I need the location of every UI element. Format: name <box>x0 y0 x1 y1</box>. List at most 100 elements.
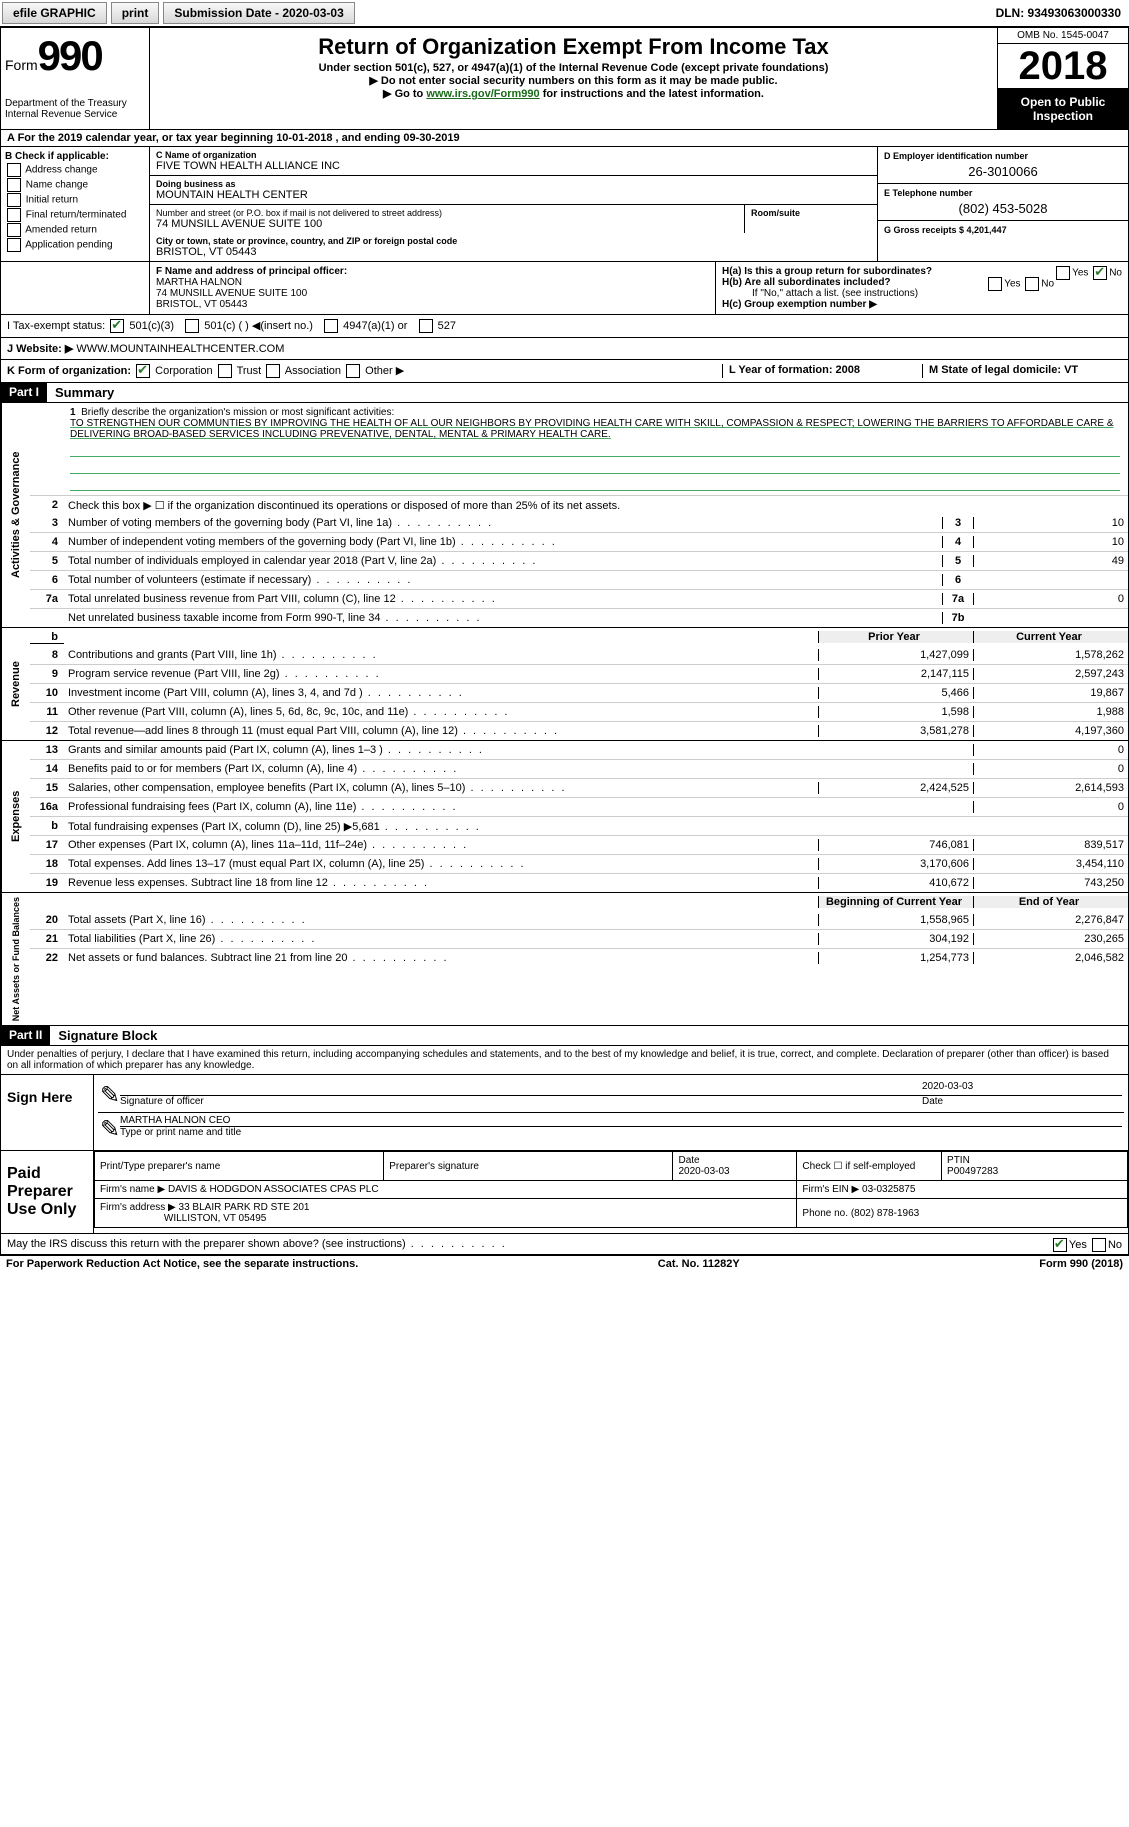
state-domicile: M State of legal domicile: VT <box>922 364 1122 378</box>
table-row: 18Total expenses. Add lines 13–17 (must … <box>30 854 1128 873</box>
pen-icon-2: ✎ <box>100 1115 120 1144</box>
row-klm: K Form of organization: Corporation Trus… <box>0 360 1129 383</box>
officer-name-title: MARTHA HALNON CEO <box>120 1115 1122 1127</box>
dba-value: MOUNTAIN HEALTH CENTER <box>156 189 871 201</box>
prep-sig-lbl: Preparer's signature <box>384 1152 673 1181</box>
paid-preparer-table: Print/Type preparer's name Preparer's si… <box>94 1151 1128 1228</box>
cb-amended[interactable]: Amended return <box>5 223 145 237</box>
may-irs-row: May the IRS discuss this return with the… <box>1 1233 1128 1254</box>
year-formation: L Year of formation: 2008 <box>722 364 922 378</box>
mission-text: TO STRENGTHEN OUR COMMUNTIES BY IMPROVIN… <box>70 418 1114 440</box>
ha-row: H(a) Is this a group return for subordin… <box>722 266 1122 277</box>
subtitle-3: ▶ Go to www.irs.gov/Form990 for instruct… <box>154 87 993 100</box>
table-row: 15Salaries, other compensation, employee… <box>30 778 1128 797</box>
table-row: 11Other revenue (Part VIII, column (A), … <box>30 702 1128 721</box>
table-row: 14Benefits paid to or for members (Part … <box>30 759 1128 778</box>
vtab-ag: Activities & Governance <box>1 403 30 627</box>
declaration-text: Under penalties of perjury, I declare th… <box>1 1046 1128 1074</box>
line1-label: Briefly describe the organization's miss… <box>81 407 394 418</box>
line2: Check this box ▶ ☐ if the organization d… <box>64 497 1128 514</box>
hdr-prior: Prior Year <box>818 631 973 643</box>
vtab-expenses: Expenses <box>1 741 30 892</box>
cb-address-change[interactable]: Address change <box>5 163 145 177</box>
table-row: bTotal fundraising expenses (Part IX, co… <box>30 816 1128 835</box>
cat-no: Cat. No. 11282Y <box>658 1258 740 1270</box>
table-row: 4Number of independent voting members of… <box>30 532 1128 551</box>
table-row: 17Other expenses (Part IX, column (A), l… <box>30 835 1128 854</box>
cb-4947[interactable] <box>324 319 338 333</box>
cb-app-pending[interactable]: Application pending <box>5 238 145 252</box>
table-row: 16aProfessional fundraising fees (Part I… <box>30 797 1128 816</box>
officer-addr2: BRISTOL, VT 05443 <box>156 299 709 310</box>
col-c-org-info: C Name of organization FIVE TOWN HEALTH … <box>150 147 877 261</box>
dln-label: DLN: 93493063000330 <box>996 6 1129 20</box>
col-f-spacer <box>1 262 150 314</box>
table-row: 12Total revenue—add lines 8 through 11 (… <box>30 721 1128 740</box>
hdr-end: End of Year <box>973 896 1128 908</box>
block-revenue: Revenue b Prior Year Current Year 8Contr… <box>0 628 1129 741</box>
block-expenses: Expenses 13Grants and similar amounts pa… <box>0 741 1129 893</box>
block-netassets: Net Assets or Fund Balances Beginning of… <box>0 893 1129 1026</box>
row-a-period: A For the 2019 calendar year, or tax yea… <box>0 130 1129 147</box>
submission-date: Submission Date - 2020-03-03 <box>163 2 354 24</box>
officer-addr1: 74 MUNSILL AVENUE SUITE 100 <box>156 288 709 299</box>
cb-501c[interactable] <box>185 319 199 333</box>
firm-name: DAVIS & HODGDON ASSOCIATES CPAS PLC <box>168 1184 379 1195</box>
tax-year: 2018 <box>998 44 1128 89</box>
sig-date: 2020-03-03 <box>922 1081 1122 1096</box>
paid-preparer-label: Paid Preparer Use Only <box>1 1151 94 1233</box>
section-fh: F Name and address of principal officer:… <box>0 262 1129 315</box>
omb-number: OMB No. 1545-0047 <box>998 28 1128 44</box>
check-self-employed: Check ☐ if self-employed <box>797 1152 942 1181</box>
form-header: Form990 Department of the Treasury Inter… <box>0 27 1129 130</box>
dept-treasury: Department of the Treasury <box>5 98 145 109</box>
sign-here-label: Sign Here <box>1 1075 94 1150</box>
col-h-group: H(a) Is this a group return for subordin… <box>715 262 1128 314</box>
hb2-row: If "No," attach a list. (see instruction… <box>722 288 1122 299</box>
cb-501c3[interactable] <box>110 319 124 333</box>
cb-assoc[interactable] <box>266 364 280 378</box>
part1-tag: Part I <box>1 383 47 402</box>
form-word: Form <box>5 57 38 73</box>
org-name: FIVE TOWN HEALTH ALLIANCE INC <box>156 160 871 172</box>
ein-label: D Employer identification number <box>884 151 1122 161</box>
subtitle-2: ▶ Do not enter social security numbers o… <box>154 74 993 87</box>
part1-header-row: Part I Summary <box>0 383 1129 403</box>
col-de: D Employer identification number 26-3010… <box>877 147 1128 261</box>
cb-final-return[interactable]: Final return/terminated <box>5 208 145 222</box>
cb-may-yes[interactable] <box>1053 1238 1067 1252</box>
cb-initial-return[interactable]: Initial return <box>5 193 145 207</box>
phone-value: (802) 453-5028 <box>884 198 1122 216</box>
officer-name: MARTHA HALNON <box>156 277 709 288</box>
ptin-value: P00497283 <box>947 1166 998 1177</box>
officer-label: F Name and address of principal officer: <box>156 266 709 277</box>
city-label: City or town, state or province, country… <box>156 236 871 246</box>
irs-link[interactable]: www.irs.gov/Form990 <box>426 88 539 100</box>
irs-label: Internal Revenue Service <box>5 109 145 120</box>
city-value: BRISTOL, VT 05443 <box>156 246 871 258</box>
cb-other[interactable] <box>346 364 360 378</box>
hdr-beg: Beginning of Current Year <box>818 896 973 908</box>
table-row: 13Grants and similar amounts paid (Part … <box>30 741 1128 759</box>
firm-addr: 33 BLAIR PARK RD STE 201 <box>179 1202 310 1213</box>
section-bcdeg: B Check if applicable: Address change Na… <box>0 147 1129 262</box>
row-j: J Website: ▶ WWW.MOUNTAINHEALTHCENTER.CO… <box>0 338 1129 360</box>
part2-header-row: Part II Signature Block <box>0 1026 1129 1046</box>
website-value: WWW.MOUNTAINHEALTHCENTER.COM <box>76 343 284 355</box>
table-row: 3Number of voting members of the governi… <box>30 514 1128 532</box>
cb-trust[interactable] <box>218 364 232 378</box>
efile-graphic-button[interactable]: efile GRAPHIC <box>2 2 107 24</box>
block-ag: Activities & Governance 1 Briefly descri… <box>0 403 1129 628</box>
hdr-curr: Current Year <box>973 631 1128 643</box>
cb-may-no[interactable] <box>1092 1238 1106 1252</box>
table-row: 7aTotal unrelated business revenue from … <box>30 589 1128 608</box>
org-name-label: C Name of organization <box>156 150 871 160</box>
footer: For Paperwork Reduction Act Notice, see … <box>0 1255 1129 1272</box>
table-row: 22Net assets or fund balances. Subtract … <box>30 948 1128 967</box>
cb-corp[interactable] <box>136 364 150 378</box>
open-to-public: Open to Public Inspection <box>998 89 1128 129</box>
cb-527[interactable] <box>419 319 433 333</box>
col-f-officer: F Name and address of principal officer:… <box>150 262 715 314</box>
print-button[interactable]: print <box>111 2 160 24</box>
cb-name-change[interactable]: Name change <box>5 178 145 192</box>
